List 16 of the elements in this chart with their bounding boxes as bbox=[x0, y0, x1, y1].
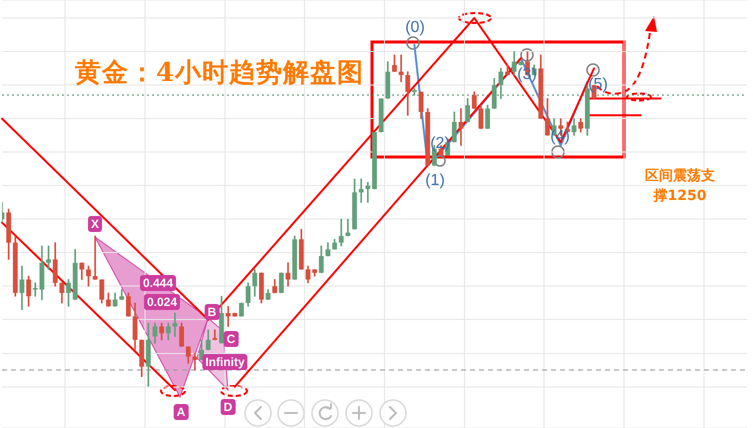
candlestick bbox=[46, 246, 51, 270]
text: (0) bbox=[405, 19, 425, 37]
text: A bbox=[174, 404, 188, 420]
text: D bbox=[220, 399, 236, 415]
annotation: X bbox=[88, 216, 102, 232]
annotation: Infinity bbox=[202, 354, 248, 370]
annotation: (1) bbox=[425, 172, 445, 190]
annotation: 0.444 bbox=[140, 275, 176, 291]
annotation: C bbox=[224, 331, 238, 347]
chart-title: 黄金：4小时趋势解盘图 bbox=[75, 57, 364, 89]
candlestick bbox=[172, 312, 178, 337]
annotation: B bbox=[204, 304, 220, 320]
annotation: (5) bbox=[588, 76, 608, 94]
annotation: 0.024 bbox=[144, 294, 180, 310]
candlestick bbox=[458, 108, 464, 146]
annotation: 区间震荡支撑1250 bbox=[644, 167, 716, 206]
